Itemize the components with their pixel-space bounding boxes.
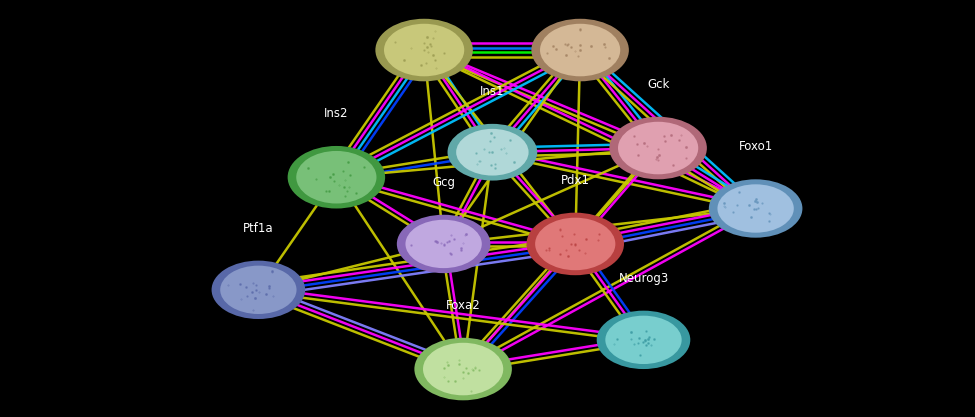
Ellipse shape — [414, 338, 512, 400]
Ellipse shape — [709, 179, 802, 238]
Ellipse shape — [383, 23, 465, 77]
Ellipse shape — [448, 124, 537, 181]
Ellipse shape — [526, 213, 624, 275]
Ellipse shape — [288, 146, 385, 208]
Text: Gcg: Gcg — [432, 176, 455, 189]
Ellipse shape — [212, 261, 305, 319]
Text: Foxa2: Foxa2 — [446, 299, 481, 312]
Ellipse shape — [219, 265, 297, 315]
Ellipse shape — [397, 215, 490, 273]
Ellipse shape — [295, 150, 377, 204]
Ellipse shape — [597, 311, 690, 369]
Ellipse shape — [455, 128, 529, 176]
Ellipse shape — [617, 121, 699, 175]
Ellipse shape — [609, 117, 707, 179]
Ellipse shape — [375, 19, 473, 81]
Text: Ins2: Ins2 — [324, 107, 349, 120]
Ellipse shape — [604, 315, 682, 365]
Text: Ins1: Ins1 — [480, 85, 505, 98]
Text: Foxo1: Foxo1 — [738, 141, 773, 153]
Text: Ptf1a: Ptf1a — [243, 222, 274, 235]
Ellipse shape — [717, 183, 795, 234]
Ellipse shape — [531, 19, 629, 81]
Ellipse shape — [422, 342, 504, 396]
Text: Neurog3: Neurog3 — [618, 272, 669, 285]
Text: Pdx1: Pdx1 — [561, 174, 590, 187]
Ellipse shape — [405, 219, 483, 269]
Ellipse shape — [534, 217, 616, 271]
Ellipse shape — [539, 23, 621, 77]
Text: Gck: Gck — [647, 78, 669, 91]
